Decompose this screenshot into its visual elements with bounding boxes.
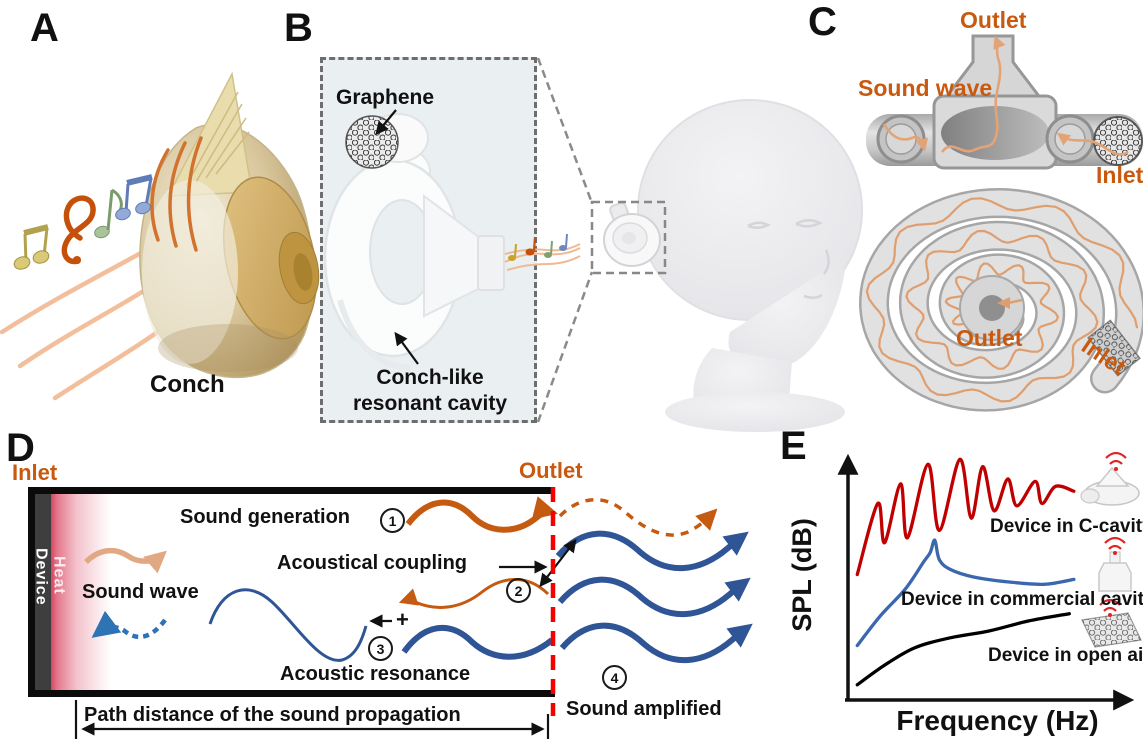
escaping-wave-dashed — [558, 497, 718, 537]
spiral-inlet-mesh — [1087, 319, 1141, 377]
step-2-badge: 2 — [506, 578, 531, 603]
reflected-wave-dotted-arrow — [91, 610, 167, 640]
spiral-center — [959, 275, 1141, 377]
panel-b-art — [323, 57, 863, 432]
chamber-cavity — [941, 106, 1049, 160]
d-sound-amplified-label: Sound amplified — [566, 698, 722, 720]
music-note-blue-icon — [115, 174, 153, 221]
step-3-badge: 3 — [368, 636, 393, 661]
cavity-pointer-arrow — [394, 331, 419, 365]
sound-arcs — [150, 136, 203, 252]
heat-gradient — [51, 494, 131, 690]
graphene-open-air-icon — [1081, 598, 1142, 648]
d-sound-generation-label: Sound generation — [180, 506, 350, 528]
c-outlet-label: Outlet — [960, 7, 1027, 33]
d-acoustic-resonance-label: Acoustic resonance — [280, 663, 471, 685]
d-device-label: Device — [32, 548, 50, 606]
d-heat-label: Heat — [50, 556, 68, 595]
conch-shell — [139, 71, 320, 379]
cavity-label-line1: Conch-like — [376, 366, 484, 389]
c-spiral-outlet-label: Outlet — [956, 325, 1023, 351]
e-legend-open-air: Device in open air — [988, 645, 1143, 666]
earbud-device — [323, 145, 505, 371]
panel-e-art — [837, 451, 1142, 711]
treble-clef-icon — [61, 195, 96, 265]
zoom-connector-lines — [536, 57, 594, 423]
panel-a-label: A — [30, 6, 59, 50]
head-figure — [637, 99, 863, 432]
graphene-inlet-disc — [1093, 116, 1143, 166]
spiral-cavity — [859, 188, 1143, 412]
small-music-notes — [504, 233, 581, 271]
graphene-label: Graphene — [336, 86, 435, 109]
spl-curves — [855, 457, 1076, 687]
e-legend-commercial: Device in commercial cavity — [901, 589, 1143, 610]
d-sound-wave-label: Sound wave — [82, 581, 199, 603]
music-note-yellow-icon — [13, 224, 50, 270]
graphene-pointer-arrow — [375, 109, 397, 136]
resonance-thin-wave — [208, 588, 368, 662]
heat-sound-arrow — [84, 547, 167, 574]
conch-caption: Conch — [150, 371, 225, 398]
commercial-cavity-device-icon — [1098, 536, 1132, 592]
device-bar — [35, 494, 51, 690]
coupling-double-arrow — [539, 538, 577, 588]
panel-a-art — [0, 71, 320, 401]
panel-b-label: B — [284, 6, 313, 50]
sound-generation-wave — [405, 496, 558, 533]
panel-c-label: C — [808, 0, 837, 44]
amplified-waves — [555, 530, 753, 664]
step-1-badge: 1 — [380, 508, 405, 533]
panel-c-tube-art — [866, 34, 1143, 170]
c-inlet-label: Inlet — [1096, 162, 1143, 188]
panel-e-label: E — [780, 424, 807, 468]
panel-d-label: D — [6, 426, 35, 470]
sound-wave-paths — [882, 35, 1129, 156]
c-sound-wave-label: Sound wave — [858, 75, 993, 101]
tube-left-opening — [876, 114, 926, 164]
e-legend-c-cavity: Device in C-cavity — [990, 516, 1143, 537]
resonance-thick-wave — [401, 624, 554, 660]
d-inlet-label: Inlet — [12, 460, 58, 485]
step-4-badge: 4 — [602, 665, 627, 690]
earbud-on-ear — [603, 201, 661, 267]
e-y-axis-label: SPL (dB) — [787, 518, 818, 632]
conch-cavity-device-icon — [1080, 451, 1140, 506]
d-plus-sign: + — [396, 607, 409, 632]
d-path-distance-label: Path distance of the sound propagation — [84, 704, 461, 726]
e-x-axis-label: Frequency (Hz) — [896, 705, 1099, 736]
d-acoustical-coupling-label: Acoustical coupling — [277, 552, 468, 574]
path-distance-measure — [74, 700, 550, 739]
ear-zoom-square — [590, 200, 667, 275]
cavity-label-line2: resonant cavity — [352, 392, 508, 415]
d-outlet-label: Outlet — [519, 458, 583, 483]
